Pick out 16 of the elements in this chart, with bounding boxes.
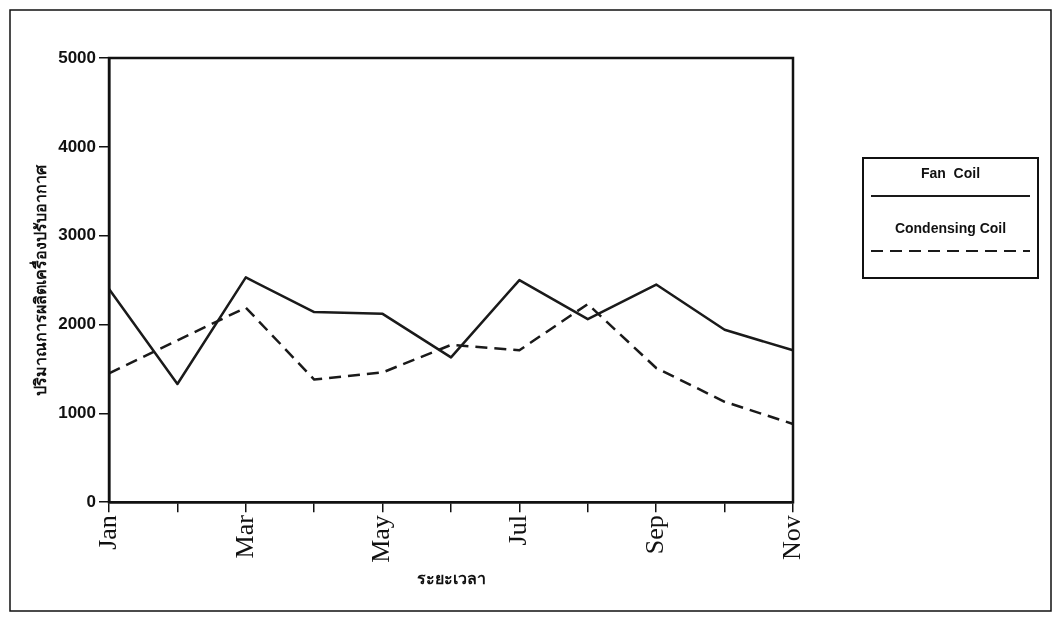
x-tick-label: Jan — [92, 515, 122, 550]
x-tick-label: Mar — [229, 514, 259, 559]
y-tick-label: 5000 — [58, 47, 97, 67]
y-tick-label: 3000 — [58, 225, 97, 245]
y-axis-title: ปริมาณการผลิตเครื่องปรับอากาศ — [28, 163, 50, 396]
y-tick-label: 1000 — [58, 403, 97, 422]
x-tick-label: Nov — [776, 515, 806, 560]
y-tick-label: 0 — [86, 491, 97, 511]
x-tick-label: Sep — [640, 515, 670, 555]
x-tick-label: Jul — [503, 515, 533, 546]
text: Fan Coil — [920, 164, 981, 181]
y-tick-label: 2000 — [58, 314, 97, 334]
text: Condensing Coil — [894, 219, 1007, 236]
x-tick-label: May — [366, 515, 396, 563]
y-tick-label: 4000 — [58, 136, 97, 156]
x-axis-title: ระยะเวลา — [416, 568, 486, 588]
